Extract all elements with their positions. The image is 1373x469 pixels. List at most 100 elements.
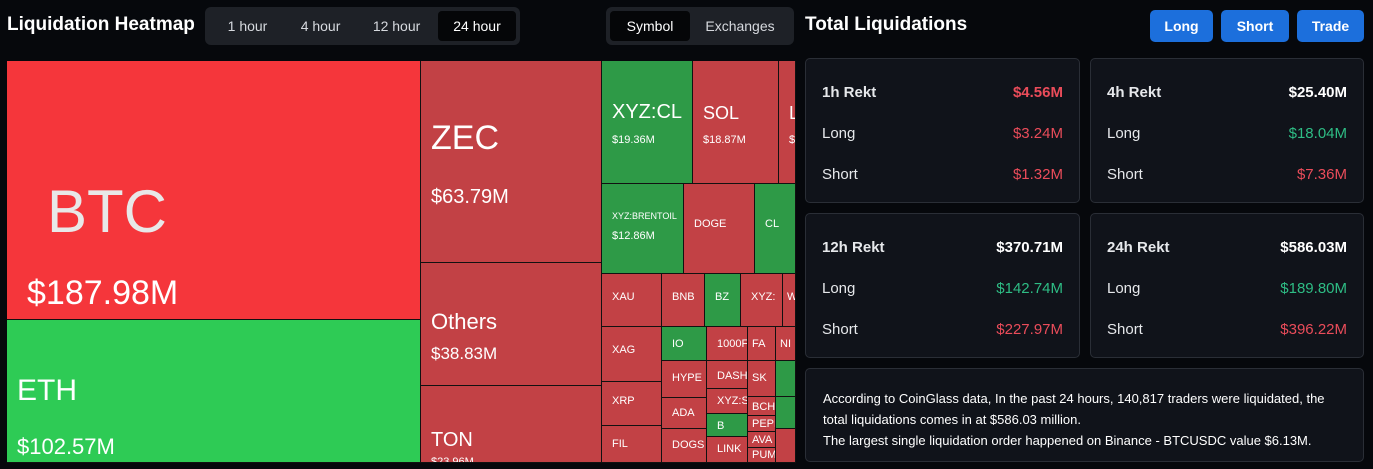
long-value: $3.24M xyxy=(1012,125,1063,142)
heatmap-tile-pepe[interactable]: PEPE xyxy=(748,416,776,432)
short-value: $1.32M xyxy=(1012,166,1063,183)
tab-symbol[interactable]: Symbol xyxy=(610,11,690,41)
heatmap-tile-ava[interactable]: AVA xyxy=(748,432,776,448)
heatmap-tile-dash[interactable]: DASH xyxy=(707,361,748,389)
tile-symbol: XYZ:BRENTOIL xyxy=(612,211,677,221)
long-label: Long xyxy=(822,280,856,297)
card-total: $25.40M xyxy=(1288,84,1347,101)
heatmap-tile-b[interactable]: B xyxy=(707,414,748,437)
heatmap-tile-sol[interactable]: SOL $18.87M xyxy=(693,61,779,184)
tile-symbol: XYZ:CL xyxy=(612,101,683,123)
tab-12-hour[interactable]: 12 hour xyxy=(372,18,421,34)
heatmap-tile-bnb[interactable]: BNB xyxy=(662,274,705,327)
heatmap-tile-xyz[interactable]: XYZ: xyxy=(741,274,783,327)
tile-symbol: SOL xyxy=(703,103,740,123)
heatmap-tile-sk[interactable]: SK xyxy=(748,361,776,397)
heatmap-tile-others[interactable]: Others $38.83M xyxy=(421,263,602,386)
tile-value: $18.87M xyxy=(703,134,746,146)
heatmap-tile-xrp[interactable]: XRP xyxy=(602,382,662,426)
tile-symbol: NI xyxy=(780,338,791,350)
tile-symbol: XYZ: xyxy=(751,291,776,303)
heatmap-tile-1000f[interactable]: 1000F xyxy=(707,327,748,361)
long-value: $142.74M xyxy=(996,280,1063,297)
tile-value: $38.83M xyxy=(431,344,498,363)
short-value: $227.97M xyxy=(996,321,1063,338)
tab-24-hour[interactable]: 24 hour xyxy=(438,11,516,41)
heatmap-tile-l[interactable]: L$ xyxy=(779,61,796,184)
tile-symbol: Others xyxy=(431,309,498,334)
tab-1-hour[interactable]: 1 hour xyxy=(227,18,268,34)
tile-symbol: FIL xyxy=(612,438,628,450)
tile-symbol: DOGE xyxy=(694,218,727,230)
heatmap-tile-cl[interactable]: CL xyxy=(755,184,796,274)
view-selector: Symbol Exchanges xyxy=(606,7,794,45)
tab-exchanges[interactable]: Exchanges xyxy=(705,18,775,34)
heatmap-tile-ton[interactable]: TON $23.96M xyxy=(421,386,602,463)
rekt-card-1h: 1h Rekt $4.56M Long $3.24M Short $1.32M xyxy=(805,58,1080,203)
heatmap-tile-eth[interactable]: ETH $102.57M xyxy=(7,320,421,463)
tile-symbol: ETH xyxy=(17,374,77,407)
heatmap-tile-xag[interactable]: XAG xyxy=(602,327,662,382)
heatmap-tile-ni[interactable]: NI xyxy=(776,327,796,361)
heatmap-title: Liquidation Heatmap xyxy=(7,14,195,35)
heatmap-tile-unlabeled-37[interactable] xyxy=(776,429,796,463)
tile-symbol: XRP xyxy=(612,395,635,407)
tile-value: $187.98M xyxy=(27,274,179,312)
heatmap-tile-xau[interactable]: XAU xyxy=(602,274,662,327)
tile-symbol: ZEC xyxy=(431,119,499,157)
long-button[interactable]: Long xyxy=(1150,10,1213,42)
heatmap-tile-pum[interactable]: PUM xyxy=(748,448,776,463)
tile-symbol: ADA xyxy=(672,407,695,419)
tile-value: $102.57M xyxy=(17,434,115,459)
card-total: $4.56M xyxy=(1012,84,1063,101)
trade-button[interactable]: Trade xyxy=(1297,10,1364,42)
tile-symbol: DOGS xyxy=(672,439,705,451)
heatmap-tile-unlabeled-29[interactable] xyxy=(776,397,796,429)
rekt-card-12h: 12h Rekt $370.71M Long $142.74M Short $227.… xyxy=(805,213,1080,358)
card-label: 12h Rekt xyxy=(822,239,885,256)
heatmap-tile-w[interactable]: W xyxy=(783,274,796,327)
tab-4-hour[interactable]: 4 hour xyxy=(300,18,341,34)
heatmap-tile-fil[interactable]: FIL xyxy=(602,426,662,463)
liquidation-summary: According to CoinGlass data, In the past… xyxy=(805,368,1364,462)
heatmap-tile-unlabeled-24[interactable] xyxy=(776,361,796,397)
tile-value: $23.96M xyxy=(431,456,474,463)
tile-symbol: CL xyxy=(765,218,780,230)
tile-symbol: 1000F xyxy=(717,338,748,350)
tile-symbol: FA xyxy=(752,338,766,350)
heatmap-tile-doge[interactable]: DOGE xyxy=(684,184,755,274)
tile-symbol: BCH xyxy=(752,401,776,413)
long-value: $189.80M xyxy=(1280,280,1347,297)
heatmap-tile-bz[interactable]: BZ xyxy=(705,274,741,327)
short-value: $396.22M xyxy=(1280,321,1347,338)
heatmap-tile-xyz-s[interactable]: XYZ:S xyxy=(707,389,748,414)
rekt-card-4h: 4h Rekt $25.40M Long $18.04M Short $7.36M xyxy=(1090,58,1364,203)
heatmap-tile-link[interactable]: LINK xyxy=(707,437,748,463)
heatmap-tile-fa[interactable]: FA xyxy=(748,327,776,361)
heatmap-tile-xyz-cl[interactable]: XYZ:CL $19.36M xyxy=(602,61,693,184)
heatmap-tile-bch[interactable]: BCH xyxy=(748,397,776,416)
heatmap-tile-io[interactable]: IO xyxy=(662,327,707,361)
long-label: Long xyxy=(822,125,856,142)
liquidation-heatmap: BTC $187.98M ETH $102.57M ZEC $63.79M Others $3… xyxy=(7,61,796,463)
long-label: Long xyxy=(1107,125,1141,142)
rekt-card-24h: 24h Rekt $586.03M Long $189.80M Short $396.… xyxy=(1090,213,1364,358)
tile-symbol: IO xyxy=(672,338,684,350)
tile-value: $12.86M xyxy=(612,230,655,242)
tile-symbol: XYZ:S xyxy=(717,395,748,407)
tile-symbol: BZ xyxy=(715,291,730,303)
heatmap-tile-btc[interactable]: BTC $187.98M xyxy=(7,61,421,320)
heatmap-tile-hype[interactable]: HYPE xyxy=(662,361,707,398)
tile-symbol: AVA xyxy=(752,434,773,446)
short-button[interactable]: Short xyxy=(1221,10,1289,42)
heatmap-tile-xyz-brentoil[interactable]: XYZ:BRENTOIL $12.86M xyxy=(602,184,684,274)
tile-symbol: DASH xyxy=(717,370,748,382)
short-label: Short xyxy=(1107,321,1143,338)
heatmap-tile-dogs[interactable]: DOGS xyxy=(662,429,707,463)
heatmap-tile-zec[interactable]: ZEC $63.79M xyxy=(421,61,602,263)
tile-value: $ xyxy=(789,134,796,146)
long-value: $18.04M xyxy=(1288,125,1347,142)
tile-symbol: B xyxy=(717,420,725,432)
heatmap-tile-ada[interactable]: ADA xyxy=(662,398,707,429)
short-label: Short xyxy=(1107,166,1143,183)
